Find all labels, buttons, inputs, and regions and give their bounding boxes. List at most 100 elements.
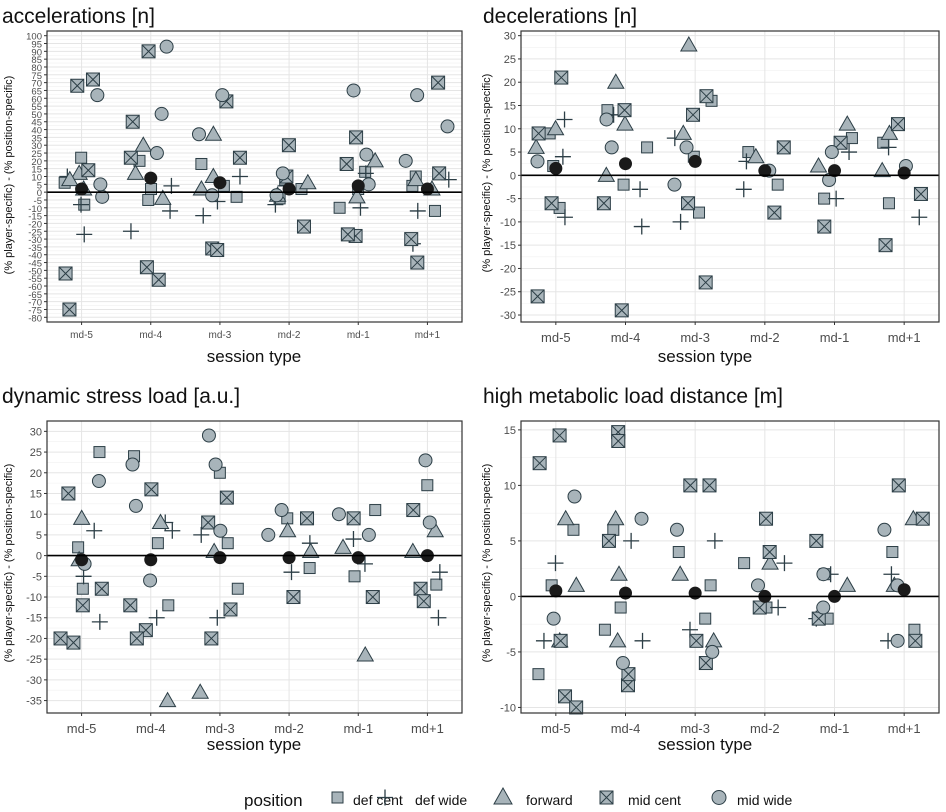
plot-border	[520, 420, 940, 714]
legend-item-mid-wide: mid wide	[711, 790, 792, 808]
point-def-cent	[142, 193, 155, 206]
point-mid-cent	[296, 219, 311, 234]
y-tick-label: -80	[28, 313, 42, 324]
point-def-wide	[911, 209, 928, 226]
point-mid-wide	[93, 177, 108, 192]
point-def-cent	[333, 201, 346, 214]
point-forward	[671, 565, 690, 581]
x-tick-label: md-4	[611, 721, 641, 736]
point-mid-cent	[553, 633, 568, 648]
point-forward	[134, 136, 153, 152]
point-mid-cent-cross	[151, 272, 166, 287]
point-def-wide	[828, 190, 845, 207]
panel-title: decelerations [n]	[483, 5, 637, 28]
point-mid-cent	[683, 478, 698, 493]
point-mid-cent-cross	[776, 140, 791, 155]
point-mid-wide	[667, 177, 682, 192]
point-mid-cent-cross	[531, 126, 546, 141]
point-def-wide	[164, 522, 181, 539]
point-mid-cent	[681, 196, 696, 211]
point-def-cent	[76, 582, 89, 595]
point-mid-cent-cross	[282, 138, 296, 153]
point-mid-cent	[915, 511, 930, 526]
y-tick-label: 50	[31, 110, 42, 121]
point-mid-cent-cross	[767, 205, 782, 220]
y-tick-label: -30	[26, 675, 42, 687]
point-forward	[567, 576, 586, 592]
legend-item-def-cent: def cent	[331, 791, 403, 808]
y-tick-label: 25	[31, 149, 42, 160]
data-points	[53, 428, 448, 708]
legend-title: position	[244, 791, 303, 810]
point-def-cent	[693, 206, 706, 219]
point-mid-cent-cross	[530, 289, 545, 304]
point-def-wide	[76, 226, 93, 243]
point-mid-cent-cross	[62, 302, 77, 317]
point-mid-cent	[94, 581, 109, 596]
point-def-cent	[882, 197, 895, 210]
point-def-cent	[672, 546, 685, 559]
point-def-wide	[209, 609, 226, 626]
point-mid-cent	[689, 633, 704, 648]
boxed-x-icon	[599, 790, 614, 805]
mean-point	[282, 551, 296, 565]
point-def-cent	[614, 601, 627, 614]
point-mid-cent	[698, 275, 713, 290]
point-mid-cent	[699, 89, 714, 104]
mean-point	[351, 179, 365, 193]
mean-point	[619, 586, 632, 600]
y-axis-label: (% player-specific) - (% position-specif…	[3, 464, 15, 663]
point-mid-cent-cross	[569, 700, 583, 715]
point-mid-cent-cross	[286, 590, 301, 604]
point-mid-cent	[531, 126, 546, 141]
point-mid-wide	[90, 88, 105, 103]
point-forward	[809, 157, 828, 173]
y-tick-label: -10	[500, 217, 516, 229]
point-mid-cent	[686, 107, 701, 122]
y-axis-label: (% player-specific) - (% position-specif…	[481, 74, 493, 273]
point-mid-cent-cross	[300, 511, 314, 526]
point-mid-cent	[767, 205, 782, 220]
point-mid-cent-cross	[140, 260, 154, 275]
y-tick-label: 95	[31, 40, 42, 51]
point-def-cent	[598, 623, 611, 636]
point-mid-cent	[365, 590, 380, 605]
point-def-cent	[151, 537, 164, 550]
point-mid-cent	[833, 135, 848, 150]
point-forward	[151, 513, 170, 529]
point-mid-cent-cross	[81, 163, 96, 178]
point-mid-wide	[149, 146, 164, 161]
x-tick-label: md+1	[888, 330, 921, 345]
point-mid-wide	[599, 112, 614, 127]
point-mid-cent	[759, 511, 774, 526]
y-tick-label: -70	[28, 298, 42, 309]
x-tick-label: md-2	[750, 330, 780, 345]
point-def-wide	[556, 111, 573, 128]
mean-point	[75, 553, 89, 567]
point-mid-cent-cross	[689, 633, 704, 648]
data-points	[532, 425, 930, 715]
point-mid-cent	[406, 503, 421, 518]
point-mid-cent	[144, 482, 159, 497]
point-forward	[403, 542, 422, 558]
y-tick-label: 0	[510, 591, 516, 603]
point-mid-cent-cross	[123, 150, 138, 165]
y-tick-label: -30	[28, 235, 42, 246]
point-def-cent	[72, 541, 85, 554]
point-mid-cent	[70, 78, 85, 93]
point-mid-cent	[532, 456, 547, 471]
point-mid-wide	[615, 656, 630, 671]
circle-icon	[711, 790, 727, 805]
point-forward	[426, 521, 445, 538]
point-mid-cent-cross	[683, 478, 698, 493]
x-tick-label: md-1	[347, 330, 370, 341]
point-mid-cent	[139, 260, 154, 275]
point-def-wide	[345, 531, 362, 548]
point-forward	[348, 187, 366, 204]
point-forward	[298, 173, 317, 190]
point-forward	[546, 119, 565, 136]
point-mid-cent	[530, 289, 545, 304]
legend-label: mid wide	[737, 792, 792, 808]
point-mid-cent-cross	[602, 534, 616, 548]
y-tick-label: 20	[30, 468, 42, 480]
